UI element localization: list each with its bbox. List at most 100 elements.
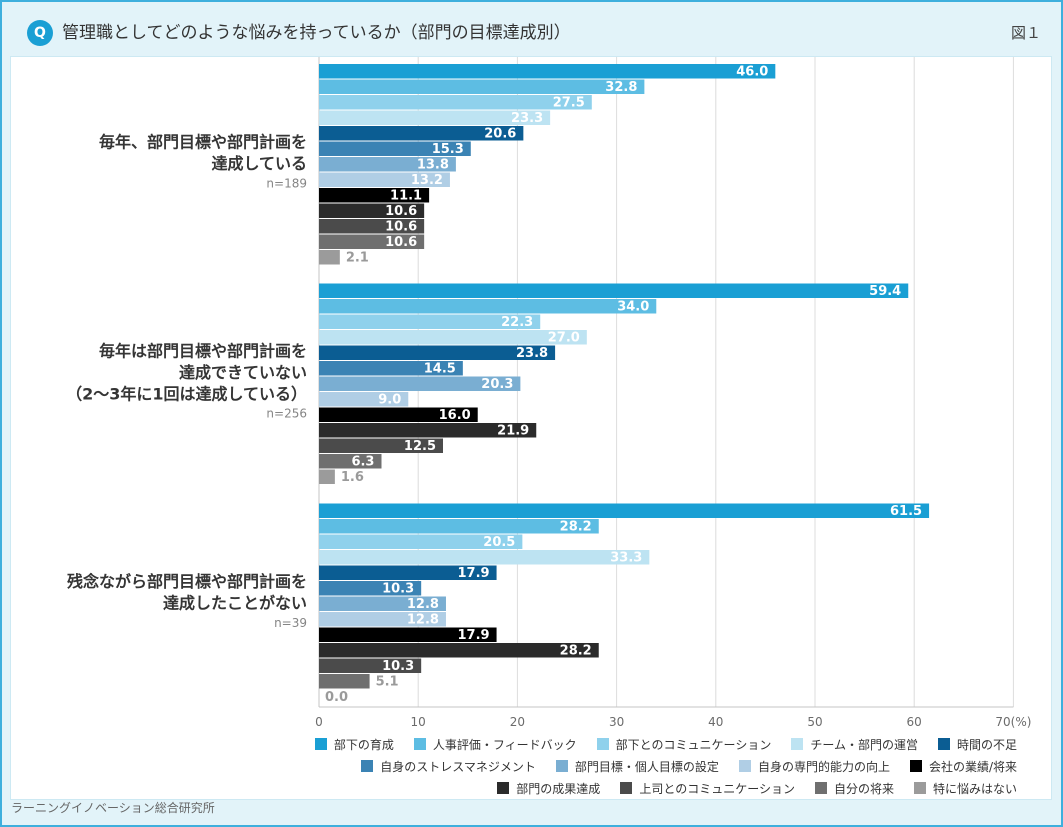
value-label: 14.5 (424, 361, 456, 376)
legend-item-own-future: 自分の将来 (814, 780, 894, 797)
question-icon: Q (27, 20, 53, 46)
value-label: 27.0 (548, 330, 580, 345)
group-label-line: （2～3年に1回は達成している） (66, 384, 307, 403)
bar (319, 250, 340, 265)
x-tick-label: 60 (907, 715, 922, 729)
bar (319, 110, 551, 125)
value-label: 11.1 (390, 188, 422, 203)
bar (319, 658, 422, 673)
x-tick-label: 0 (315, 715, 323, 729)
value-label: 12.8 (407, 612, 439, 627)
legend-swatch (937, 738, 950, 750)
legend-label: 自分の将来 (833, 781, 894, 796)
value-label: 17.9 (457, 628, 489, 643)
value-label: 34.0 (617, 299, 649, 314)
bar (319, 314, 541, 329)
legend-item-evaluation-feedback: 人事評価・フィードバック (413, 736, 577, 753)
bar (319, 283, 909, 298)
bar (319, 361, 463, 376)
group-label-line: 毎年、部門目標や部門計画を (99, 133, 307, 152)
value-label: 46.0 (736, 64, 768, 79)
bar (319, 64, 776, 79)
value-label: 22.3 (501, 315, 533, 330)
legend-label: 部下の育成 (333, 737, 394, 752)
bar (319, 627, 497, 642)
bar (319, 550, 650, 565)
bar (319, 219, 425, 234)
legend-swatch (361, 760, 374, 772)
value-label: 2.1 (346, 250, 369, 265)
bar (319, 376, 521, 391)
value-label: 28.2 (560, 519, 592, 534)
value-label: 12.5 (404, 439, 436, 454)
legend-swatch (738, 760, 751, 772)
legend-item-goal-setting: 部門目標・個人目標の設定 (555, 758, 719, 775)
bar (319, 126, 524, 141)
chart-title: 管理職としてどのような悩みを持っているか（部門の目標達成別） (62, 23, 571, 43)
bar (319, 596, 446, 611)
bar (319, 330, 587, 345)
value-label: 61.5 (890, 504, 922, 519)
value-label: 9.0 (378, 392, 401, 407)
value-label: 23.8 (516, 346, 548, 361)
value-label: 15.3 (432, 142, 464, 157)
group-sample-size: n=39 (274, 616, 307, 630)
legend-item-boss-communication: 上司とのコミュニケーション (620, 780, 795, 797)
value-label: 10.3 (382, 581, 414, 596)
legend-swatch (620, 782, 633, 794)
bar (319, 469, 335, 484)
group-label-line: 達成している (211, 154, 307, 173)
value-label: 27.5 (553, 95, 585, 110)
source-credit: ラーニングイノベーション総合研究所 (11, 801, 215, 815)
bar (319, 674, 370, 689)
value-label: 10.3 (382, 659, 414, 674)
group-label-line: 毎年は部門目標や部門計画を (99, 341, 307, 360)
group-sample-size: n=189 (266, 176, 307, 190)
legend-label: 自身のストレスマネジメント (380, 759, 536, 774)
legend: 部下の育成 人事評価・フィードバック 部下とのコミュニケーション チーム・部門の… (237, 733, 1017, 799)
value-label: 23.3 (511, 111, 543, 126)
bar (319, 172, 450, 187)
bar (319, 503, 930, 518)
bar (319, 407, 478, 422)
bar (319, 79, 645, 94)
value-label: 32.8 (605, 80, 637, 95)
legend-label: 人事評価・フィードバック (432, 737, 577, 752)
legend-item-professional-skills: 自身の専門的能力の向上 (738, 758, 890, 775)
value-label: 28.2 (560, 643, 592, 658)
legend-label: 時間の不足 (956, 737, 1017, 752)
legend-item-team-management: チーム・部門の運営 (791, 736, 918, 753)
legend-swatch (555, 760, 568, 772)
legend-swatch (791, 738, 804, 750)
legend-swatch (596, 738, 609, 750)
bar (319, 157, 456, 172)
bar (319, 534, 523, 549)
value-label: 10.6 (385, 204, 417, 219)
figure-number: 図１ (1010, 24, 1041, 42)
legend-label: チーム・部門の運営 (810, 737, 918, 752)
bar (319, 188, 430, 203)
bar (319, 581, 422, 596)
value-label: 0.0 (325, 690, 348, 705)
value-label: 20.5 (483, 535, 515, 550)
value-label: 12.8 (407, 597, 439, 612)
legend-row: 自身のストレスマネジメント 部門目標・個人目標の設定 自身の専門的能力の向上 会… (237, 755, 1017, 777)
x-tick-label: 40 (708, 715, 723, 729)
bar (319, 519, 599, 534)
legend-swatch (497, 782, 510, 794)
value-label: 16.0 (439, 408, 471, 423)
legend-item-stress-management: 自身のストレスマネジメント (361, 758, 536, 775)
value-label: 20.3 (481, 377, 513, 392)
legend-label: 会社の業績/将来 (928, 759, 1017, 774)
group-sample-size: n=256 (266, 407, 307, 421)
value-label: 10.6 (385, 219, 417, 234)
legend-row: 部門の成果達成 上司とのコミュニケーション 自分の将来 特に悩みはない (237, 777, 1017, 799)
group-label-line: 達成できていない (179, 363, 307, 382)
legend-label: 部門目標・個人目標の設定 (574, 759, 719, 774)
question-icon-letter: Q (34, 25, 46, 41)
bar (319, 141, 471, 156)
legend-swatch (913, 782, 926, 794)
value-label: 21.9 (497, 423, 529, 438)
legend-label: 自身の専門的能力の向上 (757, 759, 890, 774)
